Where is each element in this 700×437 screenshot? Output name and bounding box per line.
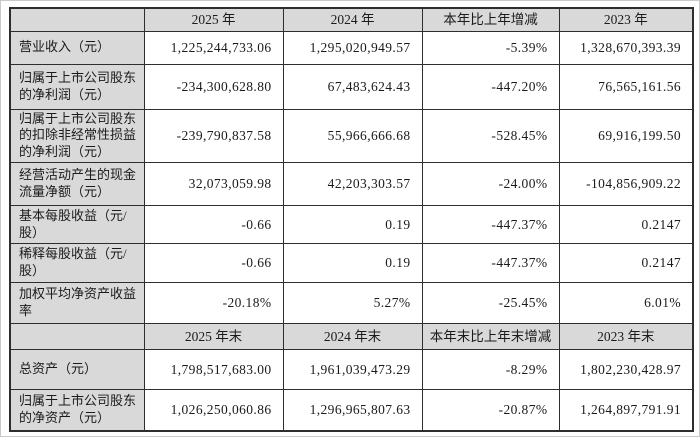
row-basic-eps: 基本每股收益（元/股） -0.66 0.19 -447.37% 0.2147 xyxy=(9,205,694,245)
row-total-assets: 总资产（元） 1,798,517,683.00 1,961,039,473.29… xyxy=(9,349,694,391)
value-yoy-change: -5.39% xyxy=(421,30,560,65)
row-operating-cash-flow: 经营活动产生的现金流量净额（元） 32,073,059.98 42,203,30… xyxy=(9,162,694,207)
value-2024: 42,203,303.57 xyxy=(282,162,423,207)
value-2023-end: 1,264,897,791.91 xyxy=(558,389,694,432)
value-yoy-end-change: -8.29% xyxy=(421,349,560,391)
value-2023: 0.2147 xyxy=(558,205,694,245)
row-operating-revenue: 营业收入（元） 1,225,244,733.06 1,295,020,949.5… xyxy=(9,30,694,65)
row-weighted-avg-roe: 加权平均净资产收益率 -20.18% 5.27% -25.45% 6.01% xyxy=(9,282,694,325)
row-diluted-eps: 稀释每股收益（元/股） -0.66 0.19 -447.37% 0.2147 xyxy=(9,243,694,284)
value-2025: -0.66 xyxy=(143,205,284,245)
value-2023: 76,565,161.56 xyxy=(558,63,694,110)
header-2025-end: 2025 年末 xyxy=(143,323,284,351)
value-2025: -20.18% xyxy=(143,282,284,325)
row-label: 营业收入（元） xyxy=(9,30,145,65)
value-2025: 32,073,059.98 xyxy=(143,162,284,207)
value-2024: 0.19 xyxy=(282,205,423,245)
header-yoy-change: 本年比上年增减 xyxy=(421,7,560,32)
value-2025-end: 1,798,517,683.00 xyxy=(143,349,284,391)
value-2024: 5.27% xyxy=(282,282,423,325)
financial-summary-table: 2025 年 2024 年 本年比上年增减 2023 年 营业收入（元） 1,2… xyxy=(9,7,694,432)
value-2024: 67,483,624.43 xyxy=(282,63,423,110)
value-2025: -0.66 xyxy=(143,243,284,284)
row-net-profit-excl-nonrecurring: 归属于上市公司股东的扣除非经常性损益的净利润（元） -239,790,837.5… xyxy=(9,108,694,164)
period-end-header-row: 2025 年末 2024 年末 本年末比上年末增减 2023 年末 xyxy=(9,323,694,351)
row-label: 基本每股收益（元/股） xyxy=(9,205,145,245)
value-2024: 55,966,666.68 xyxy=(282,108,423,164)
value-yoy-change: -25.45% xyxy=(421,282,560,325)
row-label: 经营活动产生的现金流量净额（元） xyxy=(9,162,145,207)
value-2023: 6.01% xyxy=(558,282,694,325)
header-2025: 2025 年 xyxy=(143,7,284,32)
value-2024-end: 1,296,965,807.63 xyxy=(282,389,423,432)
row-label: 归属于上市公司股东的扣除非经常性损益的净利润（元） xyxy=(9,108,145,164)
value-2025-end: 1,026,250,060.86 xyxy=(143,389,284,432)
header-corner-cell xyxy=(9,323,145,351)
value-2023: 0.2147 xyxy=(558,243,694,284)
value-2024: 0.19 xyxy=(282,243,423,284)
row-label: 归属于上市公司股东的净利润（元） xyxy=(9,63,145,110)
value-2025: -239,790,837.58 xyxy=(143,108,284,164)
value-yoy-change: -447.37% xyxy=(421,243,560,284)
header-2024: 2024 年 xyxy=(282,7,423,32)
value-2024: 1,295,020,949.57 xyxy=(282,30,423,65)
header-yoy-end-change: 本年末比上年末增减 xyxy=(421,323,560,351)
row-label: 总资产（元） xyxy=(9,349,145,391)
value-yoy-change: -447.20% xyxy=(421,63,560,110)
value-2023: 69,916,199.50 xyxy=(558,108,694,164)
value-2023: -104,856,909.22 xyxy=(558,162,694,207)
value-yoy-end-change: -20.87% xyxy=(421,389,560,432)
value-yoy-change: -24.00% xyxy=(421,162,560,207)
value-2023: 1,328,670,393.39 xyxy=(558,30,694,65)
value-2024-end: 1,961,039,473.29 xyxy=(282,349,423,391)
row-net-assets: 归属于上市公司股东的净资产（元） 1,026,250,060.86 1,296,… xyxy=(9,389,694,432)
annual-period-header-row: 2025 年 2024 年 本年比上年增减 2023 年 xyxy=(9,7,694,32)
header-2024-end: 2024 年末 xyxy=(282,323,423,351)
header-2023: 2023 年 xyxy=(558,7,694,32)
header-corner-cell xyxy=(9,7,145,32)
header-2023-end: 2023 年末 xyxy=(558,323,694,351)
value-yoy-change: -447.37% xyxy=(421,205,560,245)
row-label: 稀释每股收益（元/股） xyxy=(9,243,145,284)
value-2023-end: 1,802,230,428.97 xyxy=(558,349,694,391)
row-label: 归属于上市公司股东的净资产（元） xyxy=(9,389,145,432)
row-net-profit: 归属于上市公司股东的净利润（元） -234,300,628.80 67,483,… xyxy=(9,63,694,110)
value-2025: -234,300,628.80 xyxy=(143,63,284,110)
row-label: 加权平均净资产收益率 xyxy=(9,282,145,325)
value-2025: 1,225,244,733.06 xyxy=(143,30,284,65)
value-yoy-change: -528.45% xyxy=(421,108,560,164)
